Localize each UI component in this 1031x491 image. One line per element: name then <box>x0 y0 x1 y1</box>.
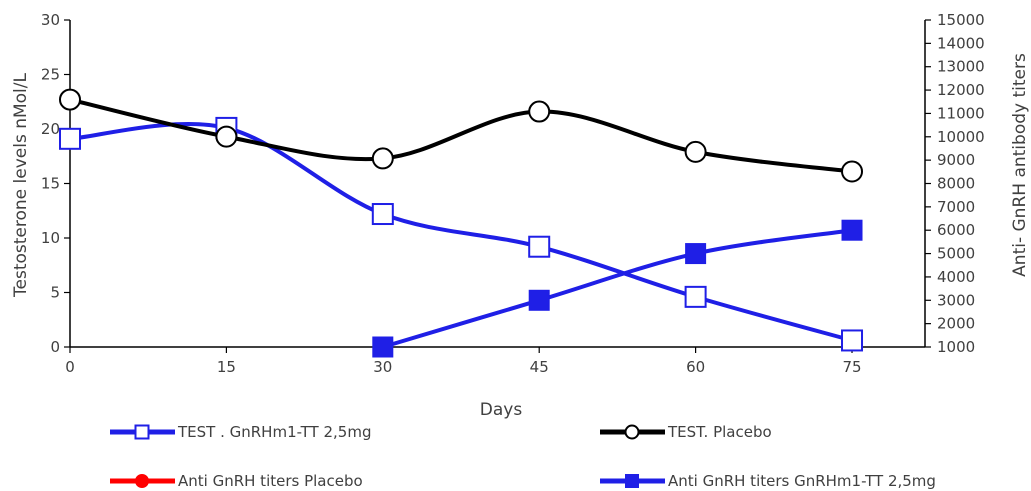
y-axis-left-title: Testosterone levels nMol/L <box>11 72 31 297</box>
x-axis-title: Days <box>480 400 523 420</box>
legend-item-3: Anti GnRH titers GnRHm1-TT 2,5mg <box>600 472 936 490</box>
legend-swatch-marker <box>134 424 150 440</box>
x-tick-label: 75 <box>842 358 861 376</box>
legend-item-1: TEST. Placebo <box>600 423 772 441</box>
data-point <box>372 336 394 358</box>
legend-swatch-marker <box>624 424 640 440</box>
y-right-tick-label: 1000 <box>937 338 975 356</box>
data-point <box>59 88 81 111</box>
data-point <box>684 285 707 308</box>
legend: TEST . GnRHm1-TT 2,5mg TEST. Placebo Anti … <box>110 423 936 490</box>
y-left-tick-label: 10 <box>41 229 60 247</box>
x-tick-label: 0 <box>65 358 75 376</box>
legend-label: Anti GnRH titers Placebo <box>178 472 363 490</box>
x-tick-label: 15 <box>217 358 236 376</box>
y-right-tick-label: 11000 <box>937 104 985 122</box>
legend-label: TEST. Placebo <box>667 423 772 441</box>
x-tick-label: 30 <box>373 358 392 376</box>
y-left-tick-label: 5 <box>50 284 60 302</box>
series-line <box>68 97 855 174</box>
y-left-tick-label: 25 <box>41 66 60 84</box>
y-right-tick-label: 12000 <box>937 81 985 99</box>
y-right-tick-label: 4000 <box>937 268 975 286</box>
y-left-tick-label: 15 <box>41 175 60 193</box>
y-right-tick-label: 15000 <box>937 11 985 29</box>
data-point <box>841 329 864 352</box>
x-tick-label: 45 <box>530 358 549 376</box>
legend-item-0: TEST . GnRHm1-TT 2,5mg <box>110 423 371 441</box>
y-left-tick-label: 0 <box>50 338 60 356</box>
data-point <box>528 235 551 258</box>
legend-label: TEST . GnRHm1-TT 2,5mg <box>177 423 371 441</box>
y-axis-right-title: Anti- GnRH antibody titers <box>1010 53 1030 277</box>
x-tick-label: 60 <box>686 358 705 376</box>
series-0 <box>59 116 864 352</box>
legend-item-2: Anti GnRH titers Placebo <box>110 472 363 490</box>
data-point <box>685 243 707 265</box>
data-point <box>215 125 238 148</box>
data-point <box>841 219 863 241</box>
y-right-tick-label: 13000 <box>937 58 985 76</box>
data-point <box>841 160 864 183</box>
y-right-tick-label: 8000 <box>937 175 975 193</box>
data-point <box>684 140 707 163</box>
y-left-tick-label: 30 <box>41 11 60 29</box>
y-right-tick-label: 10000 <box>937 128 985 146</box>
series-line <box>68 122 855 343</box>
legend-swatch-marker <box>625 474 639 488</box>
axes: 0 5 10 15 20 25 30 1000 2000 3000 4000 5000 6000 7000… <box>41 11 985 376</box>
data-point <box>59 127 81 150</box>
data-point <box>528 289 550 311</box>
y-right-tick-label: 14000 <box>937 34 985 52</box>
y-right-tick-label: 3000 <box>937 291 975 309</box>
y-right-tick-label: 5000 <box>937 245 975 263</box>
y-right-tick-label: 6000 <box>937 221 975 239</box>
legend-label: Anti GnRH titers GnRHm1-TT 2,5mg <box>668 472 936 490</box>
y-left-tick-label: 20 <box>41 120 60 138</box>
y-right-tick-label: 7000 <box>937 198 975 216</box>
legend-swatch-marker <box>135 474 149 488</box>
data-point <box>528 100 551 123</box>
data-point <box>371 147 394 170</box>
y-right-tick-label: 9000 <box>937 151 975 169</box>
series-1 <box>59 88 864 183</box>
series-3 <box>372 219 863 358</box>
series-layer <box>59 88 864 358</box>
data-point <box>371 203 394 226</box>
series-line <box>380 228 855 349</box>
y-right-tick-label: 2000 <box>937 315 975 333</box>
